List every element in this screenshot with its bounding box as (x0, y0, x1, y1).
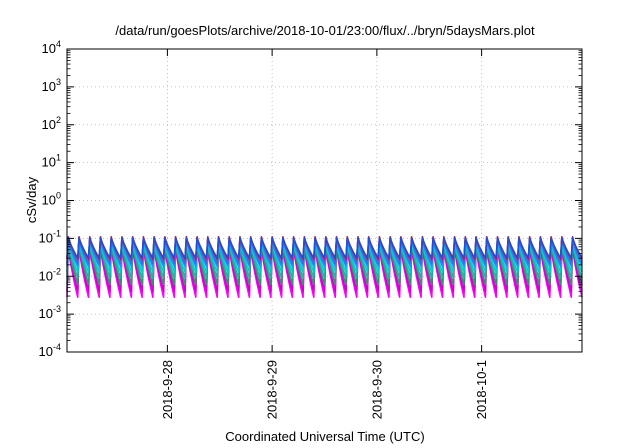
series-line (66, 236, 583, 259)
x-axis: 2018-9-28 2018-9-29 2018-9-30 2018-10-1 (160, 49, 489, 419)
y-tick-label: 10-4 (39, 342, 61, 359)
x-axis-label: Coordinated Universal Time (UTC) (225, 429, 424, 444)
series-line (66, 239, 583, 268)
series-line (66, 241, 583, 273)
y-tick-label: 101 (42, 153, 61, 170)
x-tick-label: 2018-9-28 (160, 360, 175, 419)
grid (67, 49, 582, 352)
chart-title: /data/run/goesPlots/archive/2018-10-01/2… (115, 23, 535, 38)
plot-frame (66, 48, 583, 353)
series-line (66, 245, 583, 298)
y-axis-label: cSv/day (24, 176, 39, 223)
y-tick-label: 103 (42, 77, 61, 94)
y-tick-label: 104 (42, 39, 61, 56)
x-tick-label: 2018-9-29 (265, 360, 280, 419)
series-line (66, 236, 583, 261)
series-line (66, 244, 583, 293)
y-tick-label: 10-3 (39, 304, 61, 321)
series-line (66, 242, 583, 279)
x-tick-label: 2018-9-30 (369, 360, 384, 419)
y-axis: 10-4 10-3 10-2 10-1 100 101 102 103 104 (39, 39, 582, 359)
x-tick-label: 2018-10-1 (474, 360, 489, 419)
y-tick-label: 10-2 (39, 266, 61, 283)
series-group (66, 236, 583, 298)
y-tick-label: 102 (42, 115, 61, 132)
series-line (66, 243, 583, 286)
y-tick-label: 100 (42, 191, 61, 208)
y-tick-label: 10-1 (39, 228, 61, 245)
series-line (66, 237, 583, 265)
